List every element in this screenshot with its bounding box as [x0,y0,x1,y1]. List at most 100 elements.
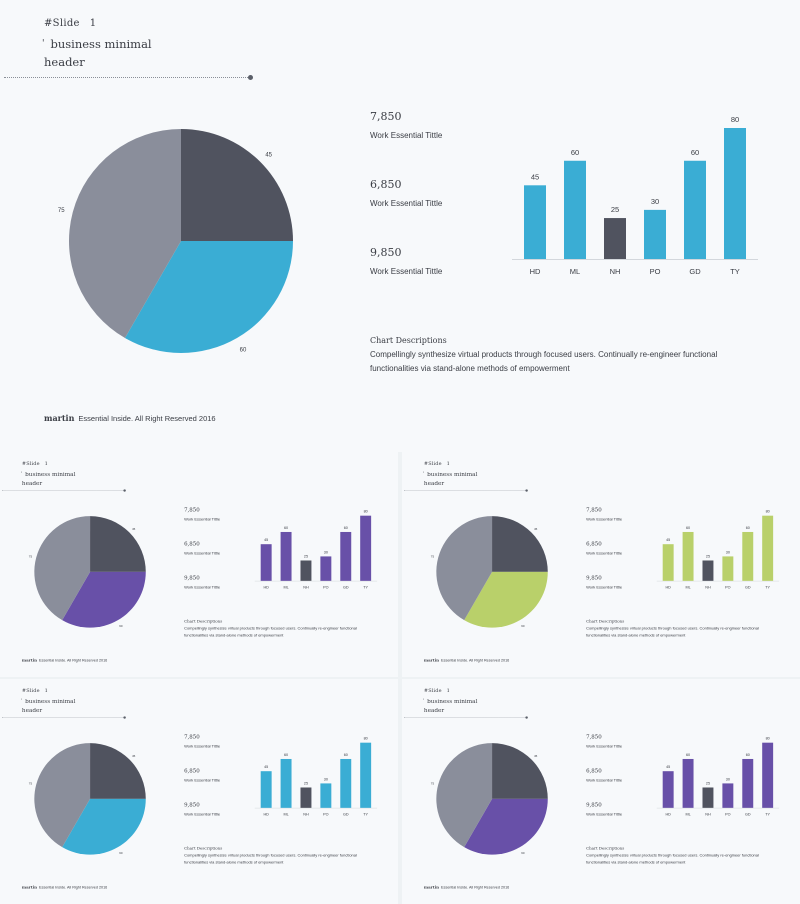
pie-slice-gray [68,129,181,338]
pie-label: 60 [119,851,123,855]
title-line-2: header [423,479,445,487]
pie-label: 45 [132,527,136,531]
slide-number: #Slide 1 [22,688,48,693]
slide-title: ' business minimal header [20,469,76,487]
title-line-2: header [21,706,43,714]
slide-number-value: 1 [44,687,48,694]
bar-category-label: GD [689,267,701,276]
pie-slice-accent [62,798,146,855]
stat-value: 7,850 [586,733,602,741]
slide-number-prefix: #Slide [21,460,40,467]
slide-thumbnail[interactable]: #Slide 1 ' business minimal header 45 60 75 … [402,452,800,677]
pie-label: 60 [240,347,247,353]
stat-2: 6,850 Work Essential Tittle [184,541,220,556]
slide-thumbnail[interactable]: #Slide 1 ' business minimal header 45 60 75 … [402,679,800,904]
stat-value: 9,850 [586,574,602,581]
stat-label: Work Essential Tittle [370,267,443,276]
bar-value-label: 45 [531,172,539,181]
bar-value-label: 30 [726,777,730,781]
slide-number: #Slide 1 [424,688,450,693]
slide-thumbnail[interactable]: #Slide 1 ' business minimal header 45 60 75 … [0,679,398,904]
title-divider [4,77,250,78]
pie-chart: 45 60 75 [431,743,548,855]
stat-2: 6,850 Work Essential Tittle [586,541,622,556]
stat-value: 9,850 [184,574,200,581]
footer-brand: martin [21,657,38,663]
stat-3: 9,850 Work Essential Tittle [184,801,220,816]
stat-1: 7,850 Work Essential Tittle [184,734,220,749]
bar-value-label: 60 [571,148,579,157]
bar-gd [742,531,754,581]
bar-category-label: HD [665,585,671,589]
stat-value: 7,850 [370,110,402,123]
pie-chart: 45 60 75 [29,516,146,628]
bar-nh [300,787,312,808]
bar-category-label: GD [343,812,349,816]
title-tick: ' [20,471,23,477]
bar-category-label: TY [730,267,740,276]
title-line-2: header [44,55,85,69]
stat-label: Work Essential Tittle [586,584,623,590]
bar-value-label: 80 [766,510,770,514]
bar-value-label: 60 [686,526,690,530]
bar-category-label: NH [705,585,711,589]
bar-value-label: 80 [364,737,368,741]
pie-label: 75 [431,554,435,558]
bar-value-label: 45 [264,765,268,769]
bar-gd [684,160,706,259]
stat-label: Work Essential Tittle [184,517,221,522]
bar-category-label: NH [705,812,711,816]
slide-number: #Slide 1 [22,461,48,466]
bar-value-label: 25 [706,782,710,786]
slide-thumbnail[interactable]: #Slide 1 ' business minimal header 45 60 75 … [0,452,398,677]
slide-title: ' business minimal header [423,469,478,487]
title-line-2: header [423,706,445,714]
bar-value-label: 80 [766,737,770,741]
bar-chart: 45 HD 60 ML 25 NH 30 PO 60 GD 80 TY [512,115,758,276]
pie-label: 60 [521,851,525,855]
pie-label: 45 [265,152,272,158]
title-tick: ' [42,39,45,49]
stat-3: 9,850 Work Essential Tittle [586,801,622,816]
description-title: Chart Descriptions [184,619,223,624]
bar-category-label: HD [263,812,269,816]
stat-label: Work Essential Tittle [586,517,623,522]
footer: martin Essential Inside. All Right Reserv… [424,657,509,662]
description-title: Chart Descriptions [370,336,447,345]
pie-label: 75 [58,208,65,214]
bar-value-label: 25 [611,205,619,214]
bar-value-label: 45 [666,765,670,769]
slide-number-prefix: #Slide [21,687,40,694]
title-line-1: business minimal [25,697,76,705]
bar-po [722,556,734,581]
footer-text: Essential Inside. All Right Reserved 201… [39,884,108,890]
bar-category-label: TY [765,812,770,816]
bar-po [320,783,332,808]
title-tick: ' [20,698,23,704]
bar-value-label: 60 [691,148,699,157]
bar-chart: 45 HD 60 ML 25 NH 30 PO 60 GD 80 TY [656,737,780,816]
stat-value: 6,850 [586,767,602,775]
stat-1: 7,850 Work Essential Tittle [586,507,622,522]
description-title: Chart Descriptions [586,619,625,624]
bar-value-label: 60 [686,753,690,757]
bar-value-label: 30 [726,550,730,554]
bar-hd [260,544,272,581]
bar-category-label: ML [283,812,288,816]
stat-3: 9,850 Work Essential Tittle [586,574,622,589]
stat-label: Work Essential Tittle [586,778,623,783]
stat-value: 9,850 [370,246,402,259]
slide-number: #Slide 1 [44,18,96,29]
bar-category-label: ML [685,812,690,816]
bar-ml [280,531,292,581]
pie-label: 45 [132,754,136,758]
bar-ty [762,515,774,581]
bar-value-label: 80 [364,510,368,514]
bar-gd [340,758,352,808]
pie-slice-dark [90,743,146,799]
slide-number-value: 1 [89,18,97,29]
stat-label: Work Essential Tittle [586,551,623,556]
slide-number-prefix: #Slide [423,687,442,694]
pie-chart: 45 60 75 [58,129,293,353]
bar-ml [280,758,292,808]
